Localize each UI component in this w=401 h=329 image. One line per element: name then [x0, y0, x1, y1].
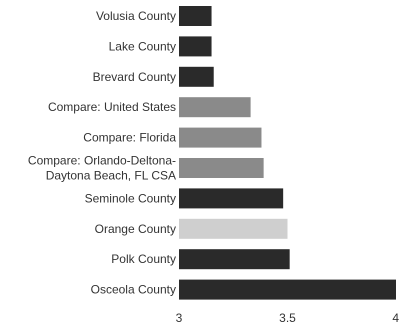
category-label-6: Seminole County [85, 191, 176, 205]
category-label-3-line-0: Compare: United States [48, 100, 176, 114]
category-label-1-line-0: Lake County [109, 39, 176, 53]
x-axis-ticks: 3 3.5 4 [176, 311, 400, 325]
category-label-4: Compare: Florida [83, 131, 176, 145]
category-label-0-line-0: Volusia County [96, 9, 176, 23]
bar-2 [179, 66, 214, 87]
bar-4 [179, 127, 262, 148]
bar-1 [179, 36, 212, 57]
category-label-2: Brevard County [93, 70, 176, 84]
category-label-7-line-0: Orange County [95, 222, 176, 236]
category-label-5: Compare: Orlando-Deltona-Daytona Beach, … [28, 154, 176, 183]
category-label-8: Polk County [111, 252, 176, 266]
bar-0 [179, 6, 212, 26]
category-labels: Volusia County Lake County Brevard County C… [28, 9, 176, 297]
x-tick-label-2: 4 [392, 311, 399, 325]
category-label-0: Volusia County [96, 9, 176, 23]
category-label-7: Orange County [95, 222, 176, 236]
category-label-5-line-0: Compare: Orlando-Deltona- [28, 154, 176, 168]
category-label-2-line-0: Brevard County [93, 70, 176, 84]
bar-3 [179, 97, 251, 118]
category-label-9: Osceola County [91, 283, 176, 297]
x-tick-label-0: 3 [176, 311, 183, 325]
category-label-1: Lake County [109, 39, 176, 53]
category-label-9-line-0: Osceola County [91, 283, 176, 297]
category-label-3: Compare: United States [48, 100, 176, 114]
bar-9 [179, 279, 396, 300]
category-label-5-line-1: Daytona Beach, FL CSA [46, 169, 176, 183]
category-label-4-line-0: Compare: Florida [83, 131, 176, 145]
bars-layer [179, 6, 396, 300]
bar-5 [179, 158, 264, 178]
bar-8 [179, 249, 290, 270]
bar-6 [179, 188, 284, 209]
category-label-6-line-0: Seminole County [85, 191, 176, 205]
category-label-8-line-0: Polk County [111, 252, 176, 266]
bar-7 [179, 218, 288, 239]
x-tick-label-1: 3.5 [279, 311, 296, 325]
